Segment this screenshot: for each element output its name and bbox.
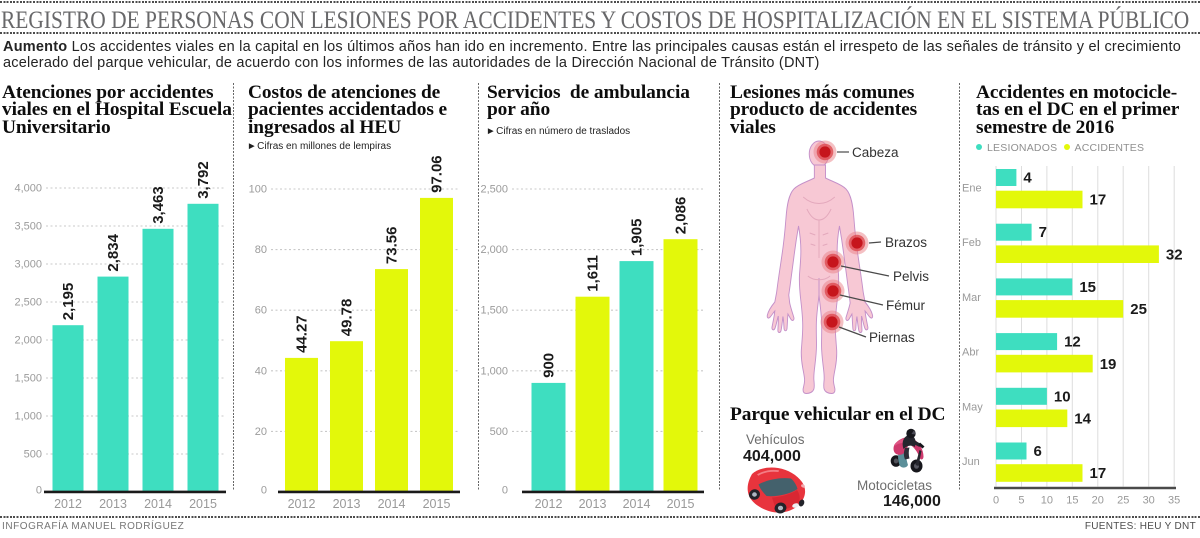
svg-text:2,834: 2,834 [105,233,122,271]
svg-text:2015: 2015 [423,497,451,511]
svg-text:100: 100 [249,184,267,196]
svg-text:500: 500 [490,426,508,438]
svg-text:1,500: 1,500 [14,373,42,385]
svg-text:17: 17 [1090,192,1107,209]
svg-text:May: May [962,401,983,413]
svg-text:2012: 2012 [288,497,316,511]
svg-text:3,463: 3,463 [150,186,167,224]
svg-text:0: 0 [502,485,508,497]
svg-text:Ene: Ene [962,183,982,195]
svg-text:2012: 2012 [54,497,82,511]
svg-text:10: 10 [1041,495,1053,507]
svg-text:2013: 2013 [99,497,127,511]
svg-text:2012: 2012 [535,497,563,511]
svg-text:15: 15 [1079,279,1096,296]
svg-text:20: 20 [1092,495,1104,507]
svg-text:2014: 2014 [144,497,172,511]
svg-text:1,611: 1,611 [585,255,602,292]
svg-text:1,500: 1,500 [480,305,508,317]
svg-text:15: 15 [1066,495,1078,507]
svg-text:60: 60 [255,305,267,317]
svg-text:0: 0 [36,485,42,497]
svg-text:2,086: 2,086 [673,197,690,235]
svg-text:40: 40 [255,365,267,377]
svg-text:Jun: Jun [962,456,980,468]
svg-text:14: 14 [1074,411,1091,428]
svg-text:3,792: 3,792 [195,161,212,199]
svg-text:49.78: 49.78 [339,299,356,337]
svg-text:80: 80 [255,244,267,256]
svg-text:1,000: 1,000 [14,411,42,423]
svg-text:2014: 2014 [378,497,406,511]
svg-text:32: 32 [1166,246,1183,263]
svg-text:Fémur: Fémur [886,298,926,313]
svg-text:2,500: 2,500 [480,184,508,196]
svg-text:25: 25 [1130,301,1147,318]
svg-text:17: 17 [1090,465,1107,482]
svg-text:2,000: 2,000 [14,335,42,347]
svg-text:2014: 2014 [623,497,651,511]
svg-text:10: 10 [1054,388,1071,405]
svg-text:20: 20 [255,426,267,438]
svg-text:Feb: Feb [962,237,981,249]
svg-text:2013: 2013 [333,497,361,511]
svg-text:3,500: 3,500 [14,221,42,233]
svg-text:44.27: 44.27 [294,315,311,353]
svg-text:5: 5 [1018,495,1024,507]
svg-text:Piernas: Piernas [869,330,915,345]
svg-text:4: 4 [1023,170,1032,187]
svg-text:6: 6 [1034,443,1042,460]
svg-text:2,500: 2,500 [14,297,42,309]
svg-text:35: 35 [1168,495,1180,507]
svg-text:4,000: 4,000 [14,183,42,195]
svg-text:25: 25 [1117,495,1129,507]
svg-text:7: 7 [1039,224,1047,241]
svg-text:2015: 2015 [667,497,695,511]
svg-text:2,195: 2,195 [60,283,77,321]
svg-text:1,000: 1,000 [480,365,508,377]
svg-text:2,000: 2,000 [480,244,508,256]
svg-text:2015: 2015 [189,497,217,511]
svg-text:2013: 2013 [579,497,607,511]
svg-text:3,000: 3,000 [14,259,42,271]
svg-text:Cabeza: Cabeza [852,145,899,160]
svg-text:12: 12 [1064,334,1081,351]
svg-text:Pelvis: Pelvis [893,269,929,284]
svg-text:0: 0 [261,485,267,497]
svg-text:Abr: Abr [962,347,979,359]
svg-text:500: 500 [24,449,42,461]
svg-text:73.56: 73.56 [384,227,401,265]
svg-text:0: 0 [993,495,999,507]
svg-text:97.06: 97.06 [429,155,446,193]
svg-text:30: 30 [1143,495,1155,507]
svg-text:19: 19 [1100,356,1117,373]
svg-text:900: 900 [541,353,558,378]
svg-text:Brazos: Brazos [885,235,927,250]
svg-text:1,905: 1,905 [629,219,646,257]
svg-text:Mar: Mar [962,292,981,304]
